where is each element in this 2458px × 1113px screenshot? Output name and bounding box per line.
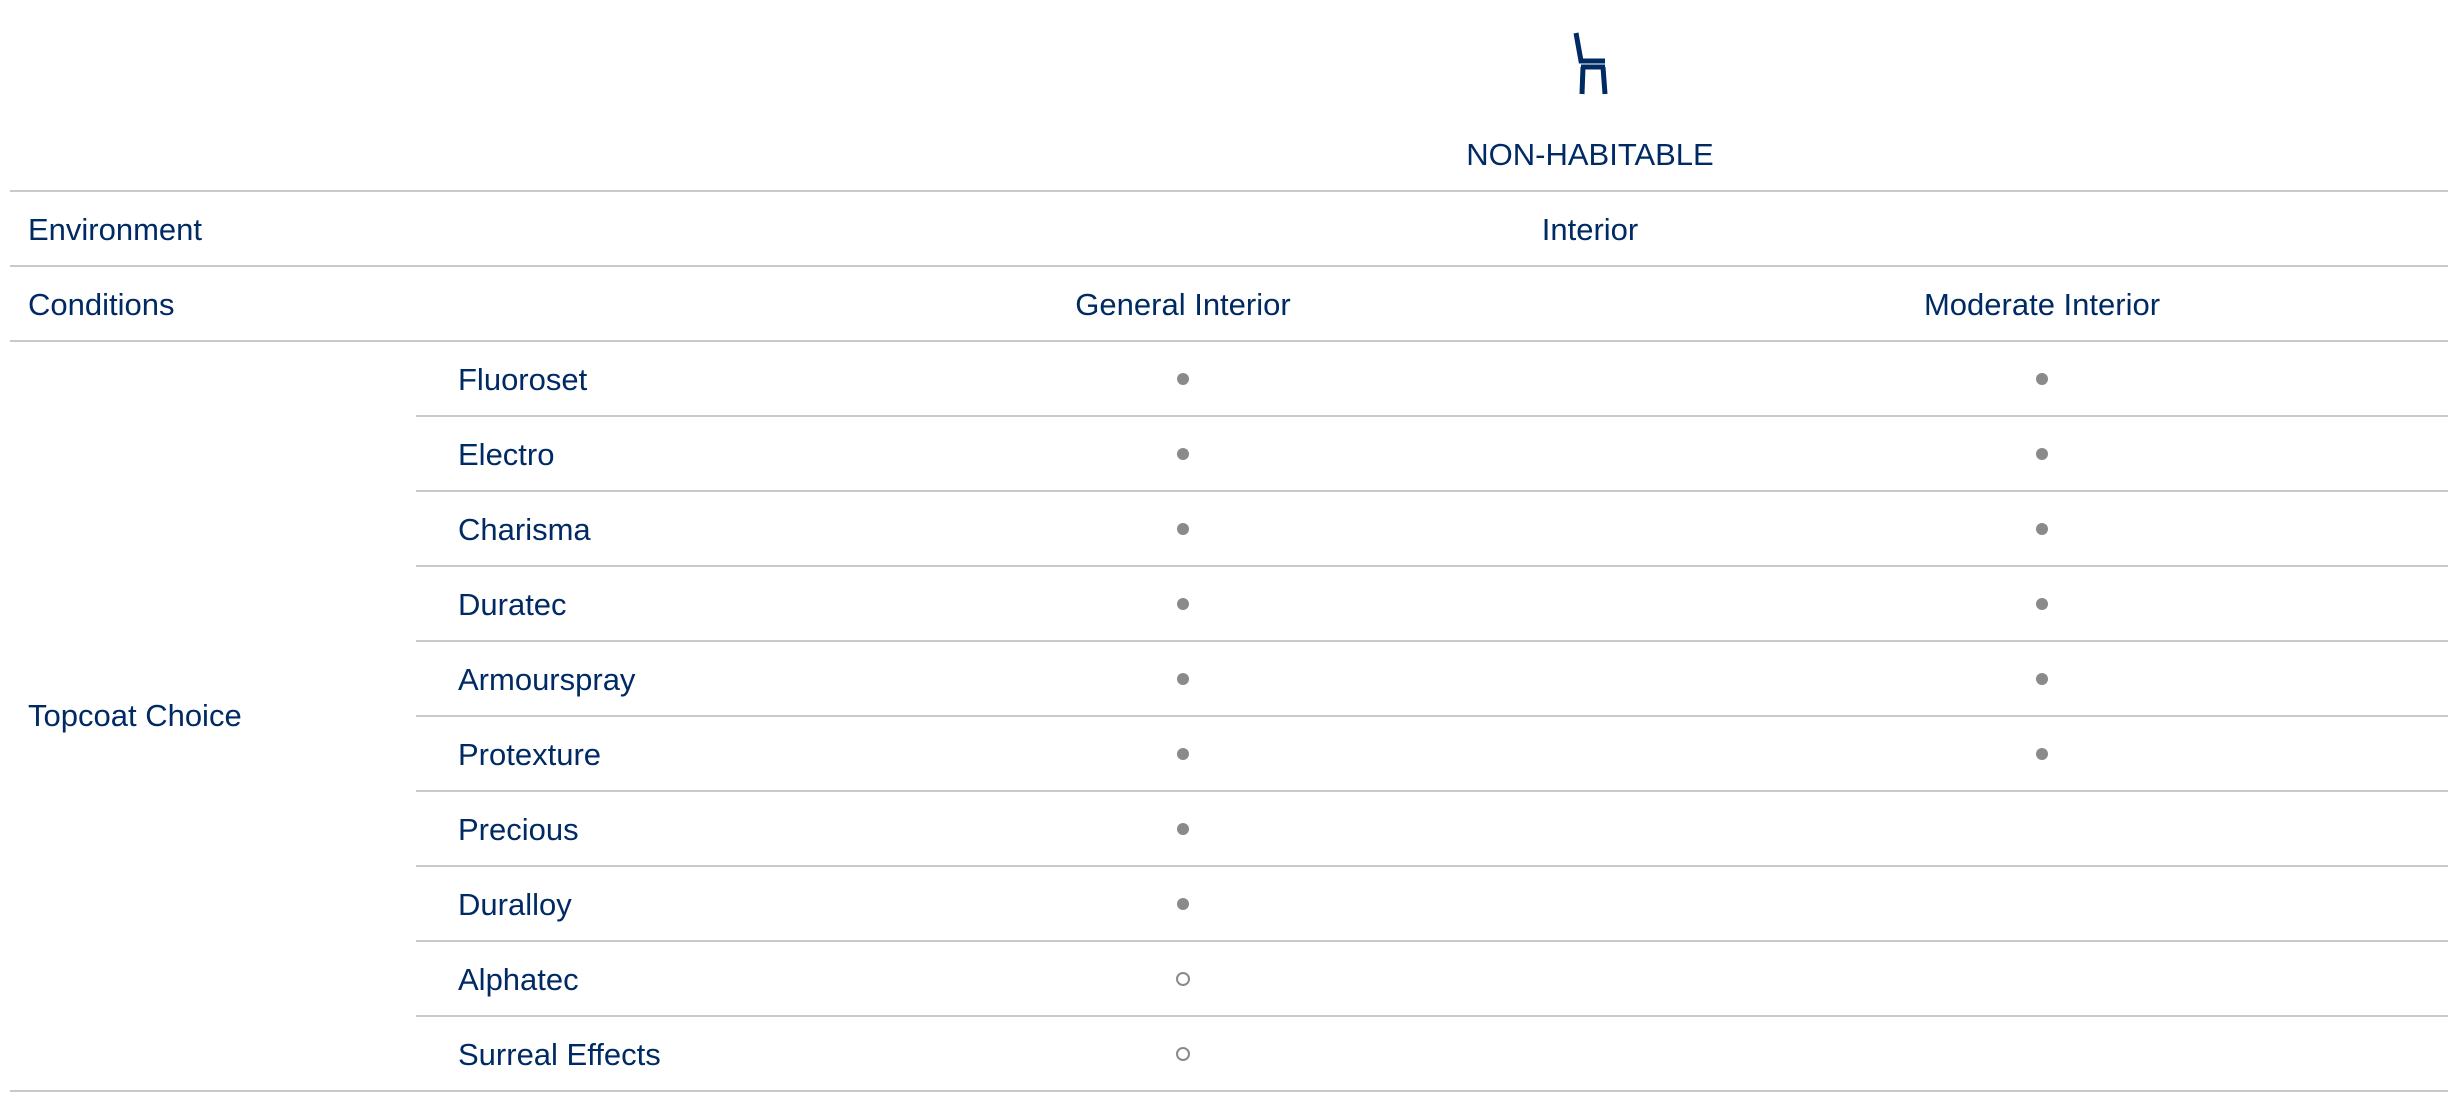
condition-moderate-interior: Moderate Interior bbox=[1923, 287, 2161, 322]
filled-dot-icon bbox=[1177, 673, 1189, 685]
filled-dot-icon bbox=[1177, 898, 1189, 910]
row-divider bbox=[416, 565, 2448, 567]
divider bbox=[10, 190, 2448, 192]
filled-dot-icon bbox=[2036, 598, 2048, 610]
filled-dot-icon bbox=[1177, 448, 1189, 460]
environment-value: Interior bbox=[1541, 212, 1639, 247]
filled-dot-icon bbox=[1177, 823, 1189, 835]
topcoat-name: Alphatec bbox=[458, 962, 579, 997]
topcoat-name: Armourspray bbox=[458, 662, 636, 697]
filled-dot-icon bbox=[2036, 673, 2048, 685]
row-divider bbox=[416, 865, 2448, 867]
filled-dot-icon bbox=[2036, 448, 2048, 460]
row-divider bbox=[416, 790, 2448, 792]
divider bbox=[10, 1090, 2448, 1092]
topcoat-name: Surreal Effects bbox=[458, 1037, 661, 1072]
topcoat-name: Electro bbox=[458, 437, 555, 472]
topcoat-name: Fluoroset bbox=[458, 362, 588, 397]
open-circle-icon bbox=[1176, 972, 1190, 986]
row-divider bbox=[416, 490, 2448, 492]
filled-dot-icon bbox=[1177, 598, 1189, 610]
divider bbox=[10, 340, 2448, 342]
filled-dot-icon bbox=[1177, 373, 1189, 385]
header-icon bbox=[1572, 32, 1608, 96]
row-divider bbox=[416, 940, 2448, 942]
filled-dot-icon bbox=[1177, 523, 1189, 535]
topcoat-label: Topcoat Choice bbox=[28, 698, 242, 733]
filled-dot-icon bbox=[1177, 748, 1189, 760]
divider bbox=[10, 265, 2448, 267]
row-divider bbox=[416, 415, 2448, 417]
topcoat-name: Protexture bbox=[458, 737, 602, 772]
row-divider bbox=[416, 715, 2448, 717]
topcoat-name: Duratec bbox=[458, 587, 567, 622]
open-circle-icon bbox=[1176, 1047, 1190, 1061]
topcoat-name: Charisma bbox=[458, 512, 591, 547]
environment-label: Environment bbox=[28, 212, 203, 247]
row-divider bbox=[416, 640, 2448, 642]
topcoat-name: Duralloy bbox=[458, 887, 572, 922]
filled-dot-icon bbox=[2036, 748, 2048, 760]
row-divider bbox=[416, 1015, 2448, 1017]
conditions-label: Conditions bbox=[28, 287, 175, 322]
topcoat-name: Precious bbox=[458, 812, 579, 847]
filled-dot-icon bbox=[2036, 523, 2048, 535]
filled-dot-icon bbox=[2036, 373, 2048, 385]
header-title: NON-HABITABLE bbox=[1466, 137, 1714, 172]
chair-icon bbox=[1573, 32, 1608, 95]
condition-general-interior: General Interior bbox=[1075, 287, 1291, 322]
